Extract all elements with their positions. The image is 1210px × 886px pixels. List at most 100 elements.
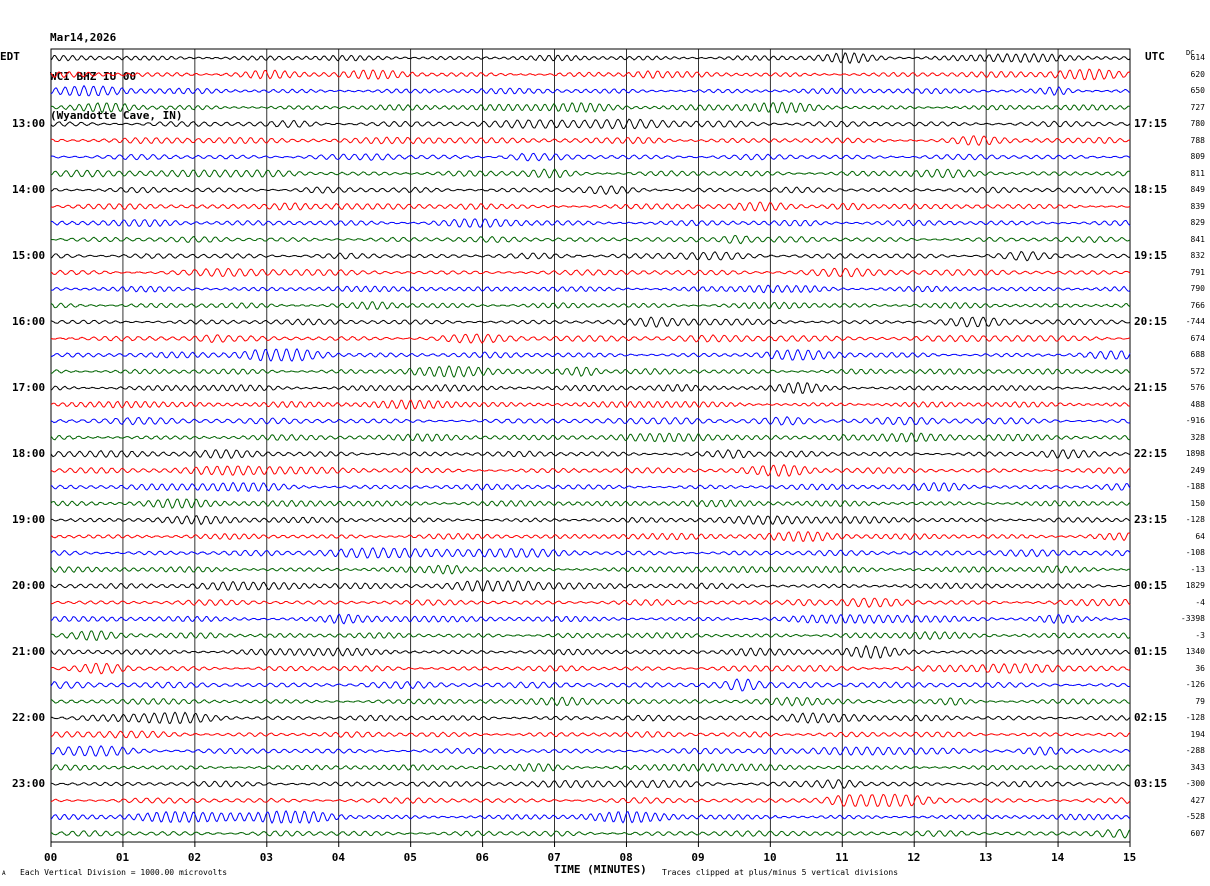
dc-offset-label: -128	[1185, 515, 1205, 524]
dc-offset-label: -13	[1190, 564, 1205, 574]
dc-offset-label: 614	[1190, 53, 1205, 62]
x-tick-label: 13	[979, 851, 993, 864]
trace-line	[50, 185, 1131, 196]
dc-offset-label: 839	[1190, 201, 1205, 211]
trace-line	[50, 234, 1131, 245]
dc-offset-label: 849	[1190, 185, 1205, 194]
x-tick-label: 12	[907, 851, 921, 864]
right-hour-label: 02:15	[1134, 711, 1168, 724]
clip-note: Traces clipped at plus/minus 5 vertical …	[662, 868, 899, 877]
right-hour-label: 03:15	[1134, 777, 1168, 790]
trace-line	[50, 448, 1131, 460]
left-hour-label: 21:00	[12, 645, 46, 658]
corner-mark: A	[2, 870, 6, 877]
trace-line	[50, 711, 1131, 725]
x-tick-label: 00	[44, 851, 58, 864]
x-tick-label: 08	[619, 851, 633, 864]
trace-line	[50, 399, 1131, 410]
dc-offset-label: 343	[1190, 762, 1205, 772]
scale-note: Each Vertical Division = 1000.00 microvo…	[20, 868, 228, 877]
trace-line	[50, 779, 1131, 790]
trace-line	[50, 481, 1131, 493]
x-tick-label: 04	[331, 851, 345, 864]
x-tick-label: 10	[763, 851, 777, 864]
trace-line	[50, 348, 1131, 362]
left-hour-label: 23:00	[12, 777, 46, 790]
dc-offset-label: -744	[1185, 317, 1205, 326]
trace-line	[50, 498, 1131, 509]
x-tick-label: 14	[1051, 851, 1065, 864]
trace-line	[50, 762, 1131, 773]
dc-offset-label: -188	[1185, 482, 1205, 491]
trace-line	[50, 696, 1131, 707]
trace-line	[50, 284, 1131, 294]
dc-offset-label: 791	[1190, 267, 1205, 277]
location-label: (Wyandotte Cave, IN)	[50, 109, 183, 122]
x-tick-label: 03	[259, 851, 274, 864]
trace-line	[50, 547, 1131, 559]
dc-offset-label: 811	[1190, 168, 1205, 178]
dc-header-label: DC	[1186, 49, 1195, 57]
trace-line	[50, 730, 1131, 739]
trace-line	[50, 744, 1131, 757]
right-hour-label: 22:15	[1134, 447, 1168, 460]
dc-offset-label: 36	[1195, 663, 1205, 673]
dc-offset-label: 572	[1190, 366, 1205, 376]
left-hour-label: 13:00	[12, 117, 46, 130]
dc-offset-label: 328	[1190, 432, 1205, 442]
left-hour-label: 19:00	[12, 513, 46, 526]
dc-offset-label: 488	[1190, 399, 1205, 409]
dc-offset-label: -108	[1185, 548, 1205, 557]
dc-offset-label: -3398	[1180, 614, 1205, 623]
trace-line	[50, 101, 1131, 114]
trace-line	[50, 416, 1131, 426]
trace-line	[50, 250, 1131, 262]
right-hour-label: 18:15	[1134, 183, 1168, 196]
trace-line	[50, 135, 1131, 147]
date-label: Mar14,2026	[50, 31, 117, 44]
trace-line	[50, 381, 1131, 394]
dc-offset-label: 841	[1190, 234, 1205, 244]
dc-offset-label: -126	[1185, 680, 1205, 689]
dc-offset-label: 674	[1190, 333, 1205, 343]
left-hour-label: 17:00	[12, 381, 46, 394]
trace-line	[50, 432, 1131, 443]
dc-offset-label: -916	[1185, 416, 1205, 425]
trace-line	[50, 168, 1131, 179]
dc-offset-label: -128	[1185, 713, 1205, 722]
trace-line	[50, 118, 1131, 130]
plot-frame	[50, 48, 1131, 843]
dc-offset-label: 650	[1190, 86, 1205, 95]
dc-offset-label: 766	[1190, 300, 1205, 310]
trace-line	[50, 828, 1131, 839]
trace-line	[50, 678, 1131, 692]
dc-offset-label: 64	[1195, 531, 1205, 541]
right-timezone-label: UTC	[1145, 50, 1165, 63]
trace-line	[50, 463, 1131, 477]
dc-offset-label: 788	[1190, 135, 1205, 145]
dc-offset-label: 790	[1190, 284, 1205, 293]
dc-offset-label: 249	[1190, 465, 1205, 475]
x-tick-label: 06	[475, 851, 489, 864]
dc-offset-label: 576	[1190, 383, 1205, 392]
trace-line	[50, 316, 1131, 328]
x-tick-label: 09	[691, 851, 705, 864]
dc-offset-label: 427	[1190, 795, 1205, 805]
dc-offset-label: 1898	[1185, 449, 1205, 458]
right-hour-label: 01:15	[1134, 645, 1168, 658]
right-hour-label: 00:15	[1134, 579, 1168, 592]
dc-offset-label: -528	[1185, 812, 1205, 821]
x-tick-label: 02	[187, 851, 202, 864]
dc-offset-label: 150	[1190, 498, 1205, 508]
right-hour-label: 23:15	[1134, 513, 1168, 526]
seismic-traces	[50, 52, 1131, 839]
left-hour-label: 16:00	[12, 315, 46, 328]
dc-offset-label: 780	[1190, 119, 1205, 128]
left-hour-label: 22:00	[12, 711, 46, 724]
station-label: WCI BHZ IU 00	[50, 70, 137, 83]
dc-offset-label: 832	[1190, 251, 1205, 260]
left-hour-label: 20:00	[12, 579, 46, 592]
trace-line	[50, 68, 1131, 81]
x-axis-title: TIME (MINUTES)	[554, 863, 647, 876]
